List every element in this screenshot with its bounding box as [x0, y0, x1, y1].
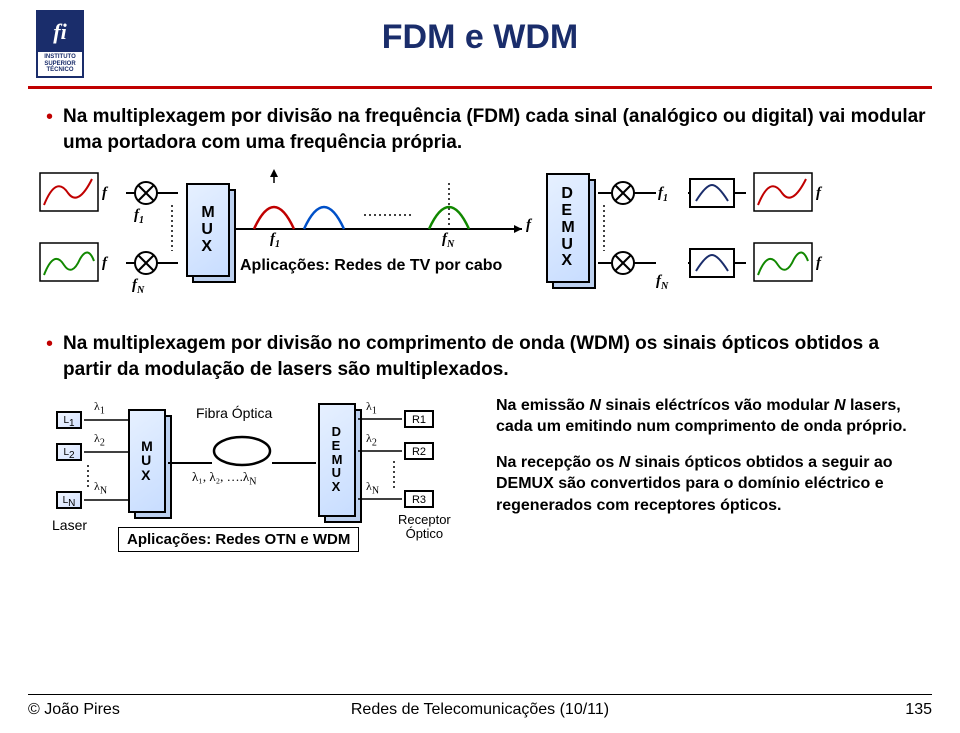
footer: © João Pires Redes de Telecomunicações (…: [28, 694, 932, 719]
wdm-mux-box: M U X: [128, 409, 166, 513]
lambda-1: λ1: [94, 399, 105, 416]
label-f1-right: f1: [658, 185, 668, 204]
label-spectrum-f1: f1: [270, 231, 280, 250]
laser-box-2: L2: [56, 443, 82, 461]
slide-root: fi INSTITUTO SUPERIOR TÉCNICO FDM e WDM …: [0, 0, 960, 733]
combo-lambdas: λ₁, λ₂, ….λN: [192, 469, 256, 488]
wdm-diagram: L1 L2 LN Laser λ1 λ2 λN M U X: [46, 395, 926, 565]
ist-logo: fi INSTITUTO SUPERIOR TÉCNICO: [36, 10, 84, 78]
fdm-diagram: f f f1 fN M U X: [38, 165, 918, 325]
out-lambda-1: λ1: [366, 399, 377, 416]
content-area: • Na multiplexagem por divisão na frequê…: [46, 104, 932, 565]
rx-box-1: R1: [404, 410, 434, 428]
lambda-N: λN: [94, 479, 107, 496]
out-lambda-N: λN: [366, 479, 379, 496]
fdm-output-signals: [752, 165, 842, 315]
label-f1-mix: f1: [134, 207, 144, 226]
bullet-2-text: Na multiplexagem por divisão no comprime…: [63, 331, 932, 382]
wdm-mux-label: M U X: [141, 439, 153, 483]
label-f-top: f: [102, 185, 107, 202]
lambda-2: λ2: [94, 431, 105, 448]
title-underline: [28, 86, 932, 89]
bullet-1-text: Na multiplexagem por divisão na frequênc…: [63, 104, 932, 155]
page-title: FDM e WDM: [28, 18, 932, 57]
rx-box-3: R3: [404, 490, 434, 508]
label-f-bot: f: [102, 255, 107, 272]
rx-box-2: R2: [404, 442, 434, 460]
label-spectrum-fN: fN: [442, 231, 454, 250]
label-fN-right: fN: [656, 273, 668, 292]
laser-box-1: L1: [56, 411, 82, 429]
fdm-demux-box: D E M U X: [546, 173, 590, 283]
bullet-dot-icon: •: [46, 104, 53, 130]
laser-box-N: LN: [56, 491, 82, 509]
laser-lines: [82, 395, 132, 525]
label-spectrum-f: f: [526, 217, 531, 234]
footer-center: Redes de Telecomunicações (10/11): [28, 701, 932, 719]
fdm-filters: [688, 165, 748, 315]
label-f-out-bot: f: [816, 255, 821, 272]
fdm-mixers-right: [598, 165, 658, 315]
wdm-demux-box: D E M U X: [318, 403, 356, 517]
rx-caption-top: Receptor: [398, 513, 451, 527]
label-f-out-top: f: [816, 185, 821, 202]
logo-subtitle: INSTITUTO SUPERIOR TÉCNICO: [38, 52, 82, 76]
fdm-mux-box: M U X: [186, 183, 230, 277]
bullet-dot-icon: •: [46, 331, 53, 357]
rx-caption-bot: Óptico: [398, 527, 451, 541]
wdm-demux-label: D E M U X: [332, 425, 343, 493]
rx-caption: Receptor Óptico: [398, 513, 451, 542]
out-lambda-2: λ2: [366, 431, 377, 448]
demux-label: D E M U X: [561, 186, 574, 270]
mux-label: M U X: [201, 205, 214, 255]
wdm-right-text: Na emissão N sinais eléctrícos vão modul…: [496, 395, 916, 531]
bullet-2: • Na multiplexagem por divisão no compri…: [46, 331, 932, 382]
logo-initials: fi: [38, 12, 82, 52]
label-fN-mix: fN: [132, 277, 144, 296]
right-p2: Na recepção os N sinais ópticos obtidos …: [496, 452, 916, 517]
wdm-app-caption: Aplicações: Redes OTN e WDM: [118, 527, 359, 552]
fiber-caption: Fibra Óptica: [196, 405, 272, 421]
bullet-1: • Na multiplexagem por divisão na frequê…: [46, 104, 932, 155]
fdm-app-caption: Aplicações: Redes de TV por cabo: [240, 257, 502, 275]
right-p1: Na emissão N sinais eléctrícos vão modul…: [496, 395, 916, 438]
